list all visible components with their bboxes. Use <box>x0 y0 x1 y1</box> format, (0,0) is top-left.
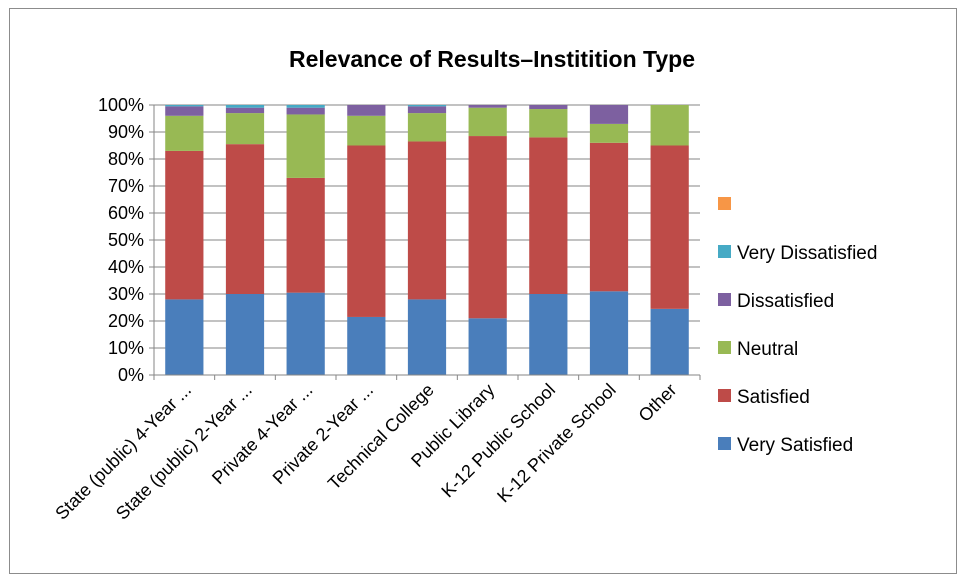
bar-segment <box>529 137 568 294</box>
bar-segment <box>347 115 386 146</box>
bar-segment <box>468 136 507 319</box>
bar-segment <box>225 107 265 114</box>
bar-segment <box>468 105 507 108</box>
y-tick-label: 80% <box>108 149 144 169</box>
bar-segment <box>165 150 204 300</box>
bar-segment <box>225 113 265 145</box>
bar-segment <box>650 105 689 146</box>
y-tick-label: 60% <box>108 203 144 223</box>
legend-swatch <box>718 197 731 210</box>
chart-title: Relevance of Results–Institition Type <box>289 46 695 72</box>
bar-segment <box>225 144 265 294</box>
x-category-label: Other <box>635 380 681 426</box>
bar-segment <box>286 292 325 375</box>
legend-label: Very Dissatisfied <box>737 243 877 264</box>
bar-segment <box>589 142 629 292</box>
bar-segment <box>589 123 629 143</box>
bar-segment <box>407 299 447 375</box>
legend-label: Neutral <box>737 339 798 360</box>
bar-segment <box>529 109 568 138</box>
x-category-label: K-12 Public School <box>437 380 559 502</box>
bar-segment <box>225 294 265 375</box>
bar-segment <box>165 299 204 375</box>
y-tick-label: 10% <box>108 338 144 358</box>
bars <box>165 105 689 375</box>
bar-segment <box>529 294 568 375</box>
y-tick-label: 40% <box>108 257 144 277</box>
bar-segment <box>650 308 689 375</box>
y-tick-label: 50% <box>108 230 144 250</box>
bar-segment <box>286 107 325 115</box>
y-tick-label: 30% <box>108 284 144 304</box>
x-category-label: K-12 Private School <box>493 380 620 507</box>
x-category-label: Technical College <box>324 380 438 494</box>
bar-segment <box>529 105 568 110</box>
bar-segment <box>165 105 204 107</box>
y-tick-label: 0% <box>118 365 144 385</box>
bar-segment <box>589 105 629 124</box>
bar-segment <box>286 114 325 178</box>
bar-segment <box>165 106 204 116</box>
y-tick-label: 90% <box>108 122 144 142</box>
bar-segment <box>225 105 265 108</box>
legend-label: Satisfied <box>737 387 810 408</box>
bar-segment <box>347 145 386 317</box>
y-tick-label: 100% <box>98 95 144 115</box>
bar-segment <box>650 145 689 309</box>
bar-segment <box>589 291 629 375</box>
bar-segment <box>347 105 386 116</box>
bar-segment <box>286 105 325 108</box>
bar-segment <box>468 318 507 375</box>
legend: Very Dissatisfied Dissatisfied Neutral Sati… <box>718 197 877 456</box>
bar-segment <box>347 316 386 375</box>
legend-swatch <box>718 389 731 402</box>
bar-segment <box>468 107 507 137</box>
bar-segment <box>407 113 447 142</box>
bar-segment <box>407 106 447 114</box>
legend-label: Dissatisfied <box>737 291 834 312</box>
legend-swatch <box>718 245 731 258</box>
bar-segment <box>165 115 204 151</box>
bar-segment <box>286 177 325 293</box>
y-tick-label: 70% <box>108 176 144 196</box>
bar-segment <box>407 105 447 107</box>
x-axis-category-labels: State (public) 4-Year ...State (public) … <box>51 380 680 524</box>
legend-swatch <box>718 341 731 354</box>
chart-area: Relevance of Results–Institition Type 0%… <box>9 8 957 574</box>
legend-swatch <box>718 437 731 450</box>
legend-swatch <box>718 293 731 306</box>
legend-label: Very Satisfied <box>737 435 853 456</box>
axes <box>153 105 701 380</box>
y-axis-ticks: 0% 10% 20% 30% 40% 50% 60% 70% 80% 90% 100% <box>98 95 154 385</box>
y-tick-label: 20% <box>108 311 144 331</box>
stacked-bar-chart: Relevance of Results–Institition Type 0%… <box>51 46 877 524</box>
bar-segment <box>407 141 447 300</box>
